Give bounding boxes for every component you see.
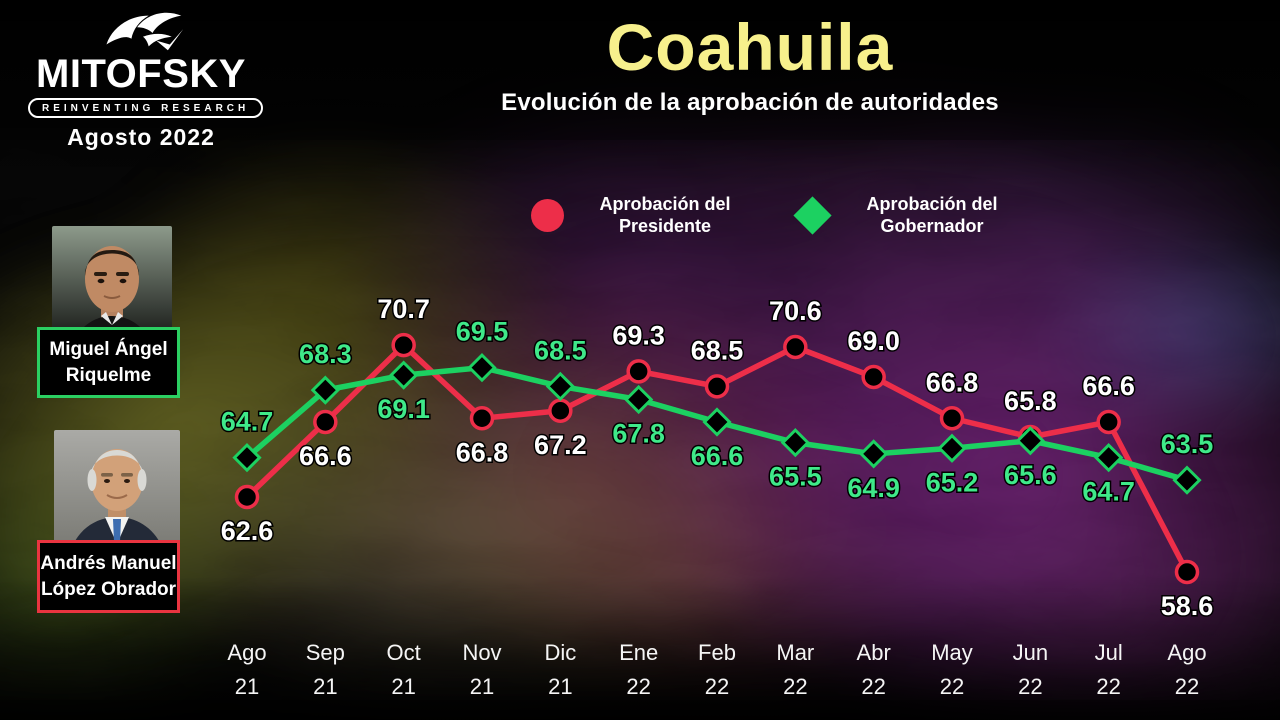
brand-tagline-badge: REINVENTING RESEARCH bbox=[28, 98, 264, 118]
page-title: Coahuila bbox=[606, 10, 894, 84]
legend-circle-marker-icon bbox=[531, 199, 564, 233]
legend-label-presidente: Aprobación del Presidente bbox=[599, 194, 731, 236]
mitofsky-bird-icon bbox=[106, 12, 184, 51]
chart-legend: Aprobación del Presidente Aprobación del… bbox=[531, 194, 1018, 238]
legend-diamond-marker-icon bbox=[792, 196, 832, 236]
amlo-name-label: Andrés Manuel López Obrador bbox=[37, 540, 180, 613]
brand-name: MITOFSKY bbox=[36, 52, 246, 96]
title-block: Coahuila Evolución de la aprobación de a… bbox=[330, 14, 1170, 117]
legend-item-presidente: Aprobación del Presidente bbox=[531, 194, 751, 238]
mitofsky-logo-block: MITOFSKY REINVENTING RESEARCH Agosto 202… bbox=[28, 8, 264, 151]
riquelme-name-label: Miguel Ángel Riquelme bbox=[37, 327, 180, 398]
legend-label-gobernador: Aprobación del Gobernador bbox=[866, 194, 998, 236]
page-subtitle: Evolución de la aprobación de autoridade… bbox=[501, 89, 999, 116]
brand-date: Agosto 2022 bbox=[67, 124, 215, 150]
legend-item-gobernador: Aprobación del Gobernador bbox=[792, 194, 1018, 238]
